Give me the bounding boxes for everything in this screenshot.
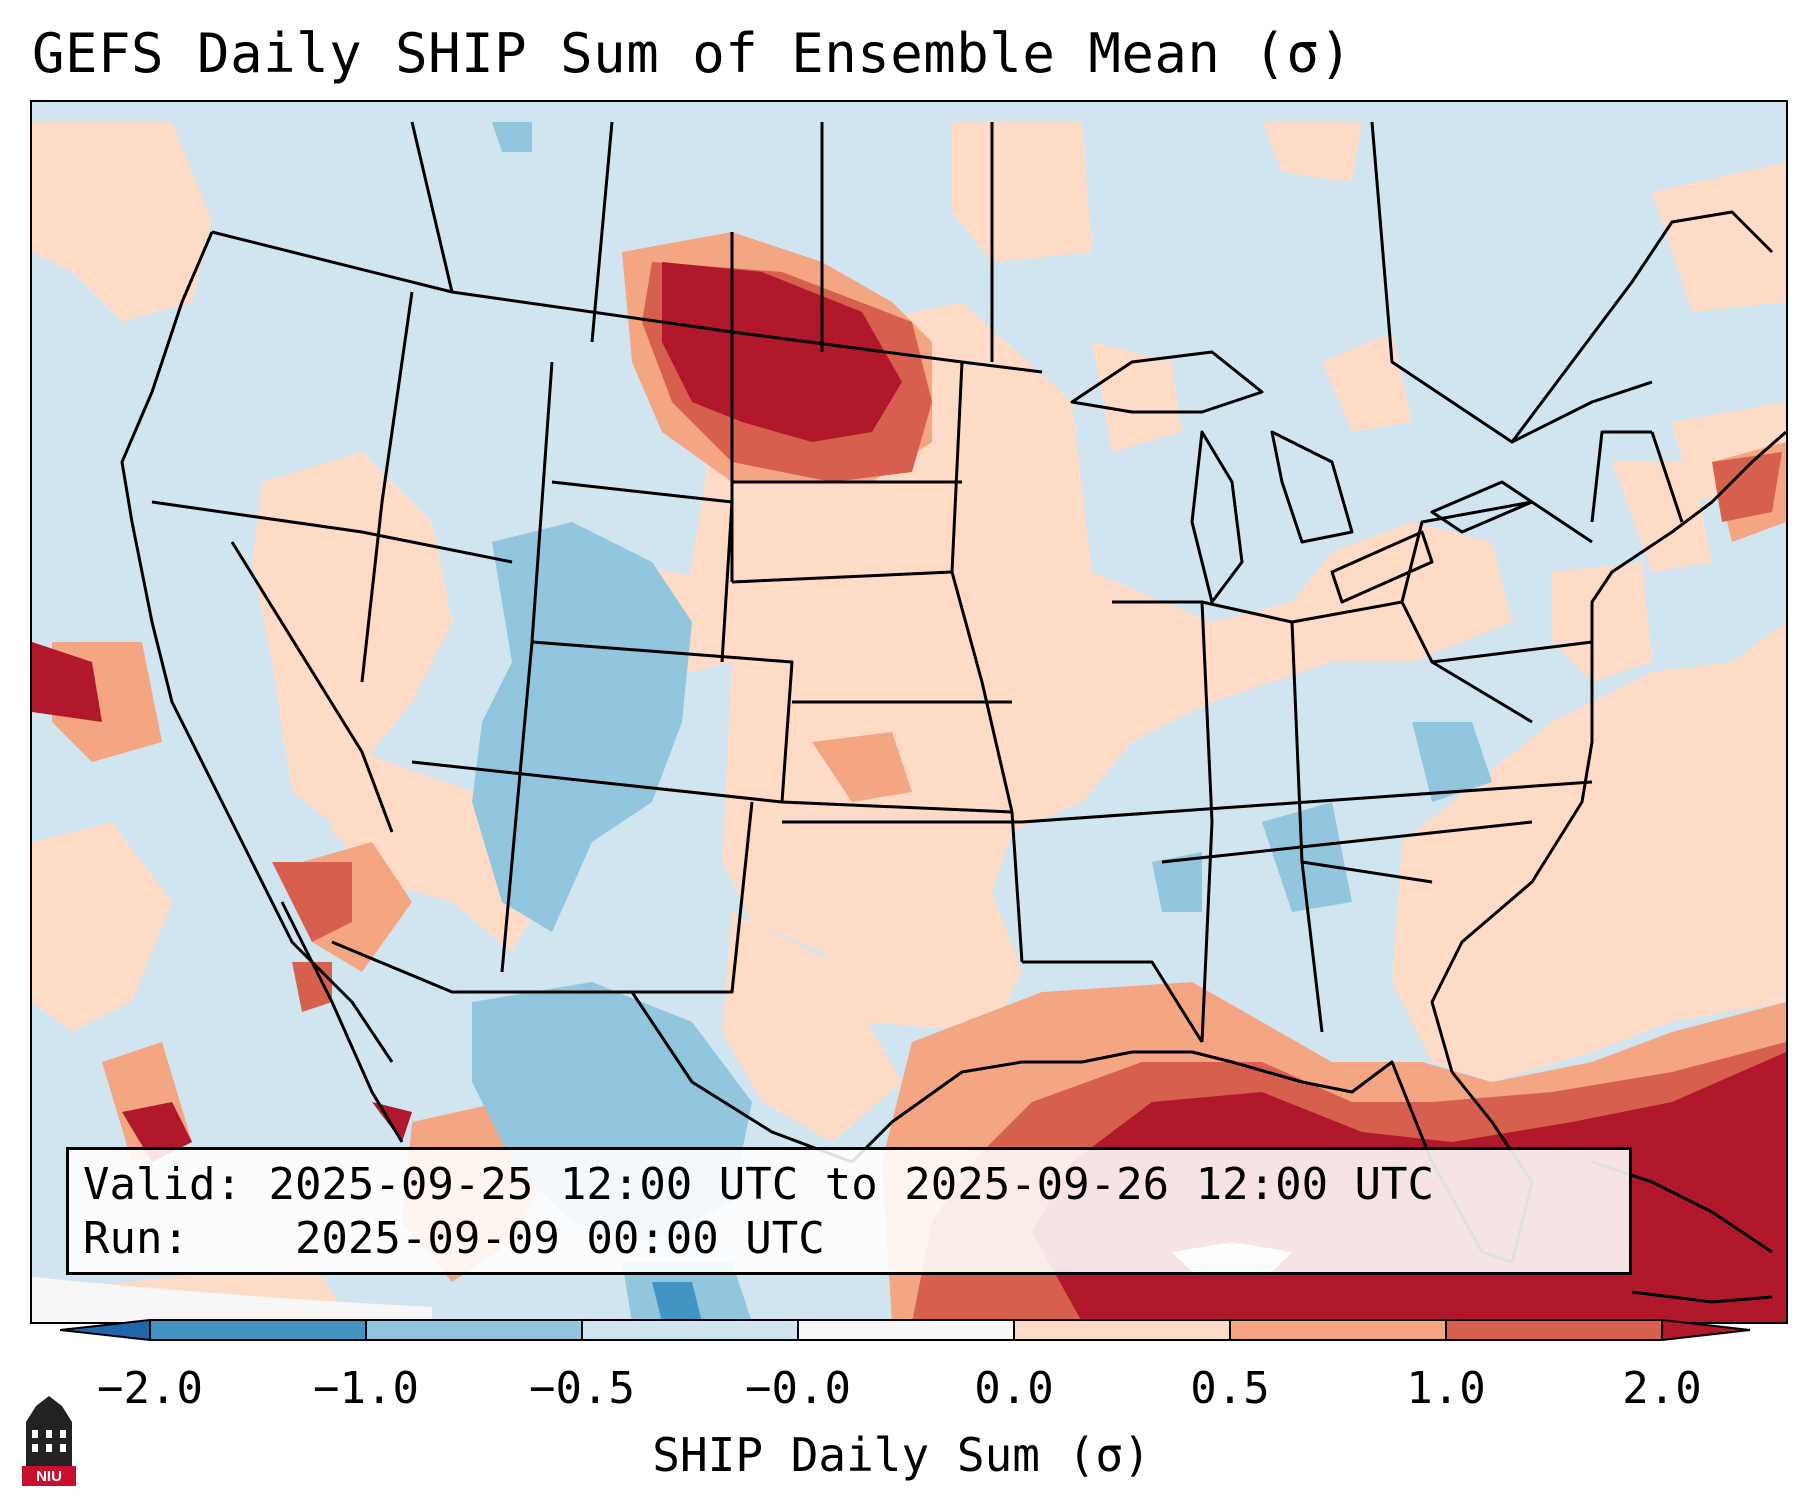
map-panel — [30, 100, 1788, 1324]
map-canvas — [32, 102, 1786, 1322]
niu-logo-icon: NIU — [22, 1396, 76, 1486]
valid-value: 2025-09-25 12:00 UTC to 2025-09-26 12:00… — [268, 1159, 1435, 1210]
valid-label: Valid: — [83, 1159, 242, 1210]
colorbar-bin-7 — [1446, 1320, 1662, 1340]
colorbar-extend-high — [1662, 1320, 1750, 1340]
logo-text: NIU — [36, 1468, 62, 1485]
colorbar-extend-low — [60, 1320, 150, 1340]
colorbar-label: SHIP Daily Sum (σ) — [652, 1428, 1151, 1482]
colorbar-bin-1 — [150, 1320, 366, 1340]
colorbar — [60, 1319, 1750, 1341]
validity-info-box: Valid: 2025-09-25 12:00 UTC to 2025-09-2… — [66, 1147, 1632, 1275]
colorbar-tick: −2.0 — [97, 1363, 203, 1414]
anomaly-light-positive — [32, 122, 1786, 1322]
run-label: Run: — [83, 1213, 189, 1264]
colorbar-tick: 2.0 — [1622, 1363, 1702, 1414]
colorbar-tick: −1.0 — [313, 1363, 419, 1414]
colorbar-bin-6 — [1230, 1320, 1446, 1340]
colorbar-bin-5 — [1014, 1320, 1230, 1340]
colorbar-tick: 0.0 — [974, 1363, 1054, 1414]
anomaly-strong-negative — [652, 1282, 702, 1322]
colorbar-tick: −0.0 — [745, 1363, 851, 1414]
colorbar-tick: 0.5 — [1190, 1363, 1270, 1414]
colorbar-tick: 1.0 — [1406, 1363, 1486, 1414]
colorbar-bin-3 — [582, 1320, 798, 1340]
colorbar-tick: −0.5 — [529, 1363, 635, 1414]
colorbar-bin-4 — [798, 1320, 1014, 1340]
run-value: 2025-09-09 00:00 UTC — [294, 1213, 825, 1264]
chart-title: GEFS Daily SHIP Sum of Ensemble Mean (σ) — [32, 22, 1353, 85]
state-boundaries — [120, 121, 1786, 1304]
colorbar-bin-2 — [366, 1320, 582, 1340]
